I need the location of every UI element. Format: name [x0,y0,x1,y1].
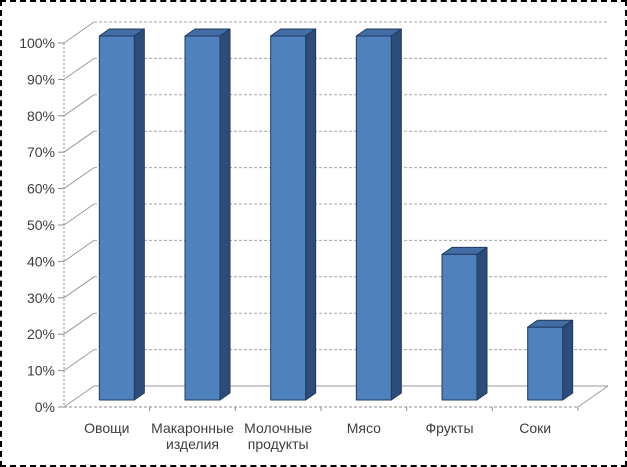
gridline-diagonal-40 [63,239,95,262]
y-tick-label-100: 100% [19,35,55,51]
bar-2-front-face [270,35,307,401]
bar-4-front-face [441,253,478,401]
bar-5-front-face [527,326,564,401]
category-label-1-line-1: изделия [166,436,219,452]
bar-3-front-face [355,35,392,401]
category-label-4-line-0: Фрукты [425,420,473,436]
gridline-diagonal-20 [63,312,95,335]
category-label-3-line-0: Мясо [347,420,381,436]
gridline-diagonal-70 [63,130,95,153]
bar-5-side-face [562,319,574,401]
y-tick-label-20: 20% [27,326,55,342]
bar-4 [441,246,488,401]
bar-2-side-face [305,28,317,401]
bar-1-side-face [219,28,231,401]
y-tick-label-60: 60% [27,181,55,197]
bar-5 [527,319,574,401]
bar-4-side-face [476,246,488,401]
y-tick-label-10: 10% [27,363,55,379]
y-tick-label-70: 70% [27,144,55,160]
gridline-diagonal-80 [63,94,95,117]
bar-3 [355,28,402,401]
y-tick-label-50: 50% [27,217,55,233]
y-tick-label-0: 0% [35,399,55,415]
floor-right-edge [577,385,609,408]
gridline-diagonal-10 [63,349,95,372]
bar-3-side-face [390,28,402,401]
bar-0-front-face [98,35,135,401]
gridline-diagonal-0 [63,385,95,408]
gridline-diagonal-90 [63,57,95,80]
y-tick-label-30: 30% [27,290,55,306]
category-label-1-line-0: Макаронные [151,420,234,436]
gridline-diagonal-50 [63,203,95,226]
bar-0-side-face [133,28,145,401]
bar-0 [98,28,145,401]
y-tick-label-40: 40% [27,253,55,269]
category-label-2-line-0: Молочные [244,420,312,436]
gridline-diagonal-30 [63,276,95,299]
y-tick-label-90: 90% [27,71,55,87]
bar-2 [270,28,317,401]
category-label-0-line-0: Овощи [84,420,129,436]
bar-1 [184,28,231,401]
gridline-diagonal-60 [63,167,95,190]
y-tick-label-80: 80% [27,108,55,124]
gridline-diagonal-100 [63,21,95,44]
category-label-2-line-1: продукты [248,436,309,452]
category-label-5-line-0: Соки [519,420,551,436]
bar-1-front-face [184,35,221,401]
